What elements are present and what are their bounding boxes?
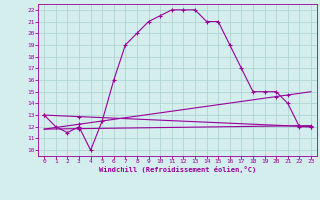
X-axis label: Windchill (Refroidissement éolien,°C): Windchill (Refroidissement éolien,°C) (99, 166, 256, 173)
